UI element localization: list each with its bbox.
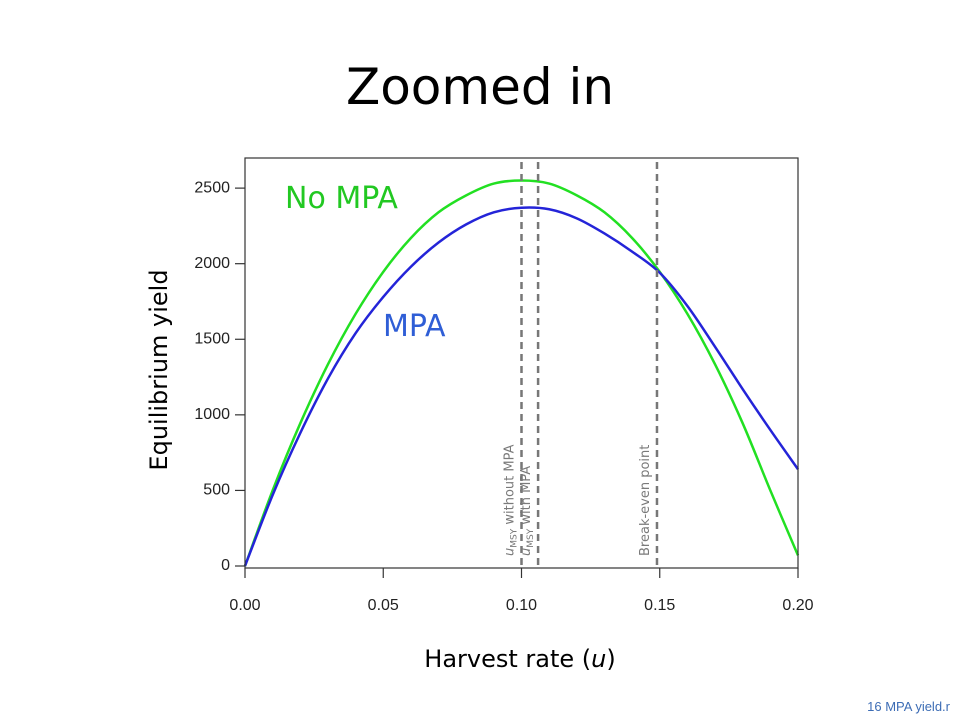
series-label-no-mpa: No MPA bbox=[285, 181, 398, 216]
x-axis-title: Harvest rate (u) bbox=[424, 645, 615, 673]
y-tick-label: 1000 bbox=[194, 406, 230, 423]
y-tick-label: 2500 bbox=[194, 179, 230, 196]
y-tick-label: 1500 bbox=[194, 330, 230, 347]
footer-filename: 16 MPA yield.r bbox=[867, 699, 950, 714]
series-label-mpa: MPA bbox=[383, 309, 446, 344]
x-tick-label: 0.05 bbox=[368, 597, 399, 614]
y-axis-title: Equilibrium yield bbox=[145, 269, 173, 470]
reference-line-label: Break-even point bbox=[638, 445, 653, 556]
x-tick-labels: 0.00 0.05 0.10 0.15 0.20 bbox=[229, 568, 814, 614]
y-tick-label: 0 bbox=[221, 557, 230, 574]
x-tick-label: 0.00 bbox=[229, 597, 260, 614]
x-axis-title-var: u bbox=[591, 645, 606, 673]
x-tick-label: 0.10 bbox=[506, 597, 537, 614]
reference-line-label: uMSY without MPA bbox=[503, 444, 520, 556]
slide-title: Zoomed in bbox=[345, 58, 615, 116]
y-tick-labels: 0 500 1000 1500 2000 2500 bbox=[194, 179, 245, 574]
x-tick-label: 0.20 bbox=[782, 597, 813, 614]
x-axis-title-suffix: ) bbox=[606, 645, 615, 673]
y-tick-label: 500 bbox=[203, 482, 230, 499]
series-line-mpa bbox=[243, 206, 800, 567]
x-tick-label: 0.15 bbox=[644, 597, 675, 614]
reference-line-label: uMSY with MPA bbox=[519, 466, 536, 556]
plot-frame bbox=[244, 157, 799, 569]
x-axis-title-prefix: Harvest rate ( bbox=[424, 645, 591, 673]
y-tick-label: 2000 bbox=[194, 255, 230, 272]
